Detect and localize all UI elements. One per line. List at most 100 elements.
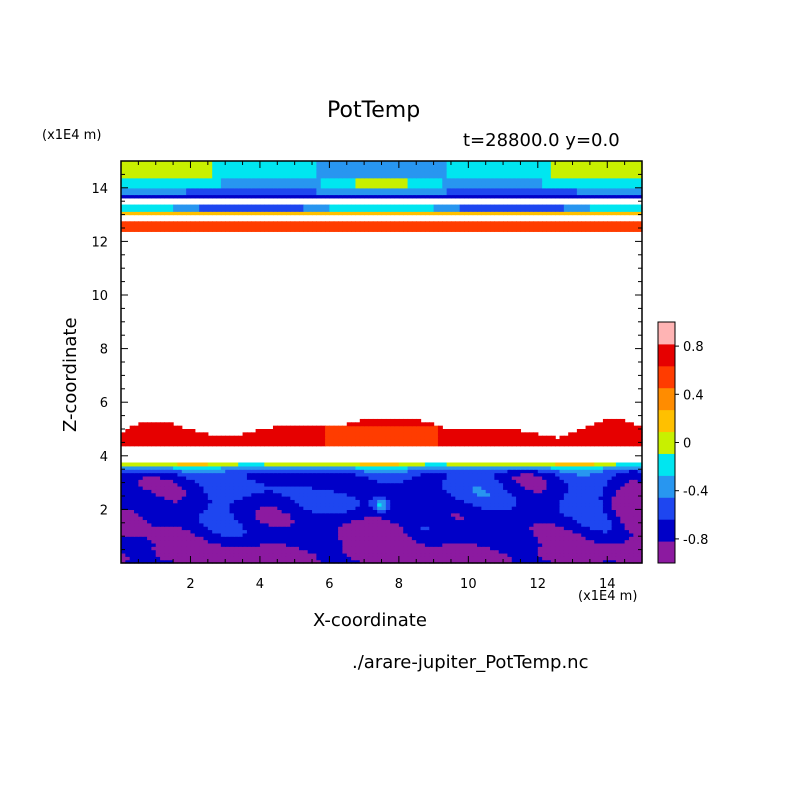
contour-cell [581,442,587,447]
contour-cell [602,539,608,544]
contour-cell [589,429,595,433]
contour-cell [407,472,413,477]
contour-cell [481,526,487,531]
contour-cell [259,228,265,232]
contour-cell [394,221,400,226]
contour-cell [364,532,370,537]
contour-cell [173,204,179,209]
contour-cell [316,492,322,497]
contour-cell [503,224,509,229]
contour-cell [229,224,235,229]
contour-cell [472,532,478,537]
contour-cell [637,519,643,524]
contour-cell [364,539,370,544]
contour-cell [407,422,413,427]
contour-cell [477,546,482,551]
contour-cell [555,228,561,232]
contour-cell [550,496,556,500]
contour-cell [494,502,500,507]
contour-cell [233,439,239,443]
contour-cell [186,516,192,521]
contour-cell [385,435,391,440]
contour-cell [212,556,218,561]
contour-cell [555,489,561,494]
contour-cell [485,499,491,504]
contour-cell [312,425,317,430]
contour-cell [359,489,365,494]
contour-cell [121,442,126,447]
contour-cell [585,516,591,521]
contour-cell [472,522,478,527]
contour-cell [264,211,270,216]
contour-cell [351,228,357,232]
contour-cell [272,499,278,504]
contour-cell [134,462,139,467]
contour-cell [507,482,513,487]
contour-cell [220,552,226,557]
contour-cell [628,475,634,480]
contour-cell [403,496,409,500]
contour-cell [407,542,413,547]
contour-cell [468,207,474,212]
contour-cell [442,546,448,551]
contour-cell [351,529,357,534]
contour-cell [477,512,482,517]
contour-cell [533,556,539,561]
contour-cell [420,539,426,544]
contour-cell [411,425,417,430]
contour-cell [524,506,530,510]
contour-cell [503,228,509,232]
contour-cell [555,552,561,557]
contour-cell [602,462,608,467]
contour-cell [220,512,226,517]
contour-cell [277,492,283,497]
contour-cell [381,485,387,490]
contour-cell [277,542,283,547]
contour-cell [303,499,309,504]
contour-cell [485,549,491,554]
contour-cell [615,425,621,430]
contour-cell [312,442,317,447]
contour-cell [285,228,291,232]
contour-cell [628,556,634,561]
contour-cell [238,502,244,507]
contour-cell [385,496,391,500]
contour-cell [490,546,495,551]
contour-cell [407,469,413,474]
contour-cell [325,211,330,216]
contour-cell [442,549,448,554]
contour-cell [385,519,391,524]
contour-cell [372,462,378,467]
contour-cell [390,439,396,443]
contour-cell [581,519,587,524]
contour-cell [121,502,126,507]
contour-cell [550,485,556,490]
contour-cell [424,556,430,561]
contour-cell [325,506,330,510]
contour-cell [251,529,257,534]
contour-cell [494,485,500,490]
contour-cell [529,536,535,541]
contour-cell [550,221,556,226]
contour-cell [563,516,569,521]
contour-cell [524,472,530,477]
contour-cell [190,207,196,212]
contour-cell [581,224,587,229]
contour-cell [624,502,630,507]
contour-cell [312,224,317,229]
contour-cell [246,489,252,494]
contour-cell [437,489,443,494]
contour-cell [503,472,509,477]
contour-cell [264,556,270,561]
contour-cell [268,469,274,474]
contour-cell [637,492,643,497]
contour-cell [494,519,500,524]
contour-cell [181,439,187,443]
contour-cell [624,516,630,521]
contour-cell [607,529,613,534]
contour-cell [633,432,639,437]
contour-cell [490,462,495,467]
contour-cell [359,425,365,430]
contour-cell [281,526,287,531]
contour-cell [529,542,535,547]
